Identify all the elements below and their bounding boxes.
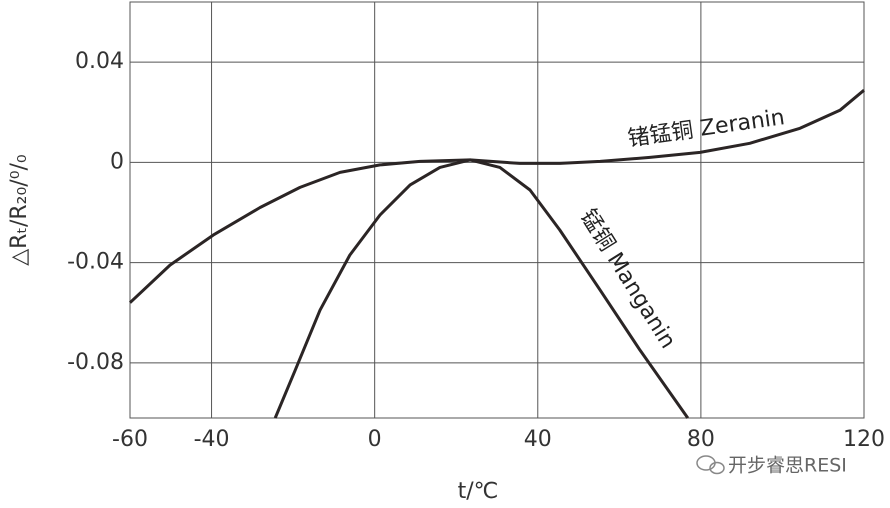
series-label: 锗锰铜 Zeranin bbox=[626, 105, 786, 152]
x-tick-label: -60 bbox=[112, 427, 148, 452]
series-line bbox=[273, 158, 690, 419]
x-tick-label: 120 bbox=[843, 427, 885, 452]
series-line bbox=[128, 89, 865, 304]
y-tick-label: 0 bbox=[110, 149, 124, 174]
x-tick-label: -40 bbox=[194, 427, 230, 452]
x-tick-label: 40 bbox=[524, 427, 552, 452]
watermark: 开步睿思RESI bbox=[728, 455, 847, 477]
y-tick-label: -0.04 bbox=[67, 250, 124, 275]
watermark-icon bbox=[696, 455, 725, 475]
y-tick-label: 0.04 bbox=[75, 49, 124, 74]
x-tick-label: 80 bbox=[687, 427, 715, 452]
x-tick-label: 0 bbox=[368, 427, 382, 452]
x-axis-label: t/℃ bbox=[458, 479, 499, 504]
y-tick-label: -0.08 bbox=[67, 350, 124, 375]
y-axis-label: △Rₜ/R₂₀/⁰/₀ bbox=[7, 154, 32, 266]
plot-frame bbox=[129, 1, 865, 419]
